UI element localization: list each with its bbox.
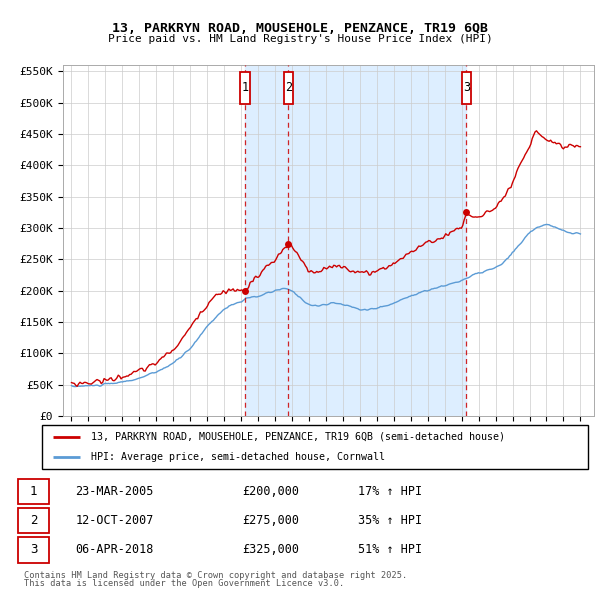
Text: HPI: Average price, semi-detached house, Cornwall: HPI: Average price, semi-detached house,… [91, 452, 385, 462]
Text: 12-OCT-2007: 12-OCT-2007 [76, 514, 154, 527]
Text: 35% ↑ HPI: 35% ↑ HPI [358, 514, 422, 527]
Text: £325,000: £325,000 [242, 543, 299, 556]
Text: Contains HM Land Registry data © Crown copyright and database right 2025.: Contains HM Land Registry data © Crown c… [24, 571, 407, 579]
Text: 2: 2 [285, 81, 292, 94]
Bar [245, 65, 466, 416]
Text: 1: 1 [241, 81, 248, 94]
Text: £275,000: £275,000 [242, 514, 299, 527]
Text: 51% ↑ HPI: 51% ↑ HPI [358, 543, 422, 556]
Text: 1: 1 [30, 485, 37, 498]
Text: 13, PARKRYN ROAD, MOUSEHOLE, PENZANCE, TR19 6QB: 13, PARKRYN ROAD, MOUSEHOLE, PENZANCE, T… [112, 22, 488, 35]
Text: 06-APR-2018: 06-APR-2018 [76, 543, 154, 556]
Text: £200,000: £200,000 [242, 485, 299, 498]
Text: 23-MAR-2005: 23-MAR-2005 [76, 485, 154, 498]
Bar [240, 72, 250, 103]
Text: 13, PARKRYN ROAD, MOUSEHOLE, PENZANCE, TR19 6QB (semi-detached house): 13, PARKRYN ROAD, MOUSEHOLE, PENZANCE, T… [91, 432, 505, 442]
Bar [18, 537, 49, 563]
Bar [284, 72, 293, 103]
Text: 3: 3 [30, 543, 37, 556]
Bar [18, 478, 49, 504]
Bar [18, 508, 49, 533]
Text: Price paid vs. HM Land Registry's House Price Index (HPI): Price paid vs. HM Land Registry's House … [107, 34, 493, 44]
Text: 17% ↑ HPI: 17% ↑ HPI [358, 485, 422, 498]
Text: This data is licensed under the Open Government Licence v3.0.: This data is licensed under the Open Gov… [24, 579, 344, 588]
Bar [461, 72, 471, 103]
Text: 3: 3 [463, 81, 470, 94]
Text: 2: 2 [30, 514, 37, 527]
